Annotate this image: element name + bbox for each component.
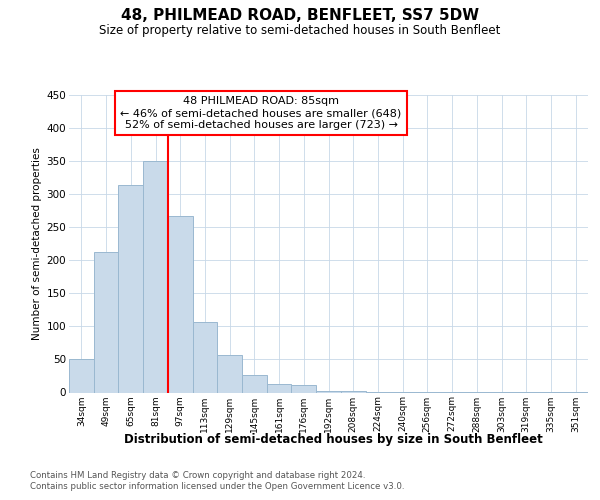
Bar <box>94 252 118 392</box>
Bar <box>143 161 168 392</box>
Bar <box>316 391 341 392</box>
Y-axis label: Number of semi-detached properties: Number of semi-detached properties <box>32 148 43 340</box>
Bar <box>217 355 242 393</box>
Text: Contains HM Land Registry data © Crown copyright and database right 2024.: Contains HM Land Registry data © Crown c… <box>30 471 365 480</box>
Text: Size of property relative to semi-detached houses in South Benfleet: Size of property relative to semi-detach… <box>100 24 500 37</box>
Bar <box>292 385 316 392</box>
Bar <box>267 384 292 392</box>
Bar <box>242 376 267 392</box>
Bar <box>118 185 143 392</box>
Text: 48 PHILMEAD ROAD: 85sqm
← 46% of semi-detached houses are smaller (648)
52% of s: 48 PHILMEAD ROAD: 85sqm ← 46% of semi-de… <box>121 96 401 130</box>
Text: Distribution of semi-detached houses by size in South Benfleet: Distribution of semi-detached houses by … <box>124 432 542 446</box>
Bar <box>341 391 365 392</box>
Text: Contains public sector information licensed under the Open Government Licence v3: Contains public sector information licen… <box>30 482 404 491</box>
Text: 48, PHILMEAD ROAD, BENFLEET, SS7 5DW: 48, PHILMEAD ROAD, BENFLEET, SS7 5DW <box>121 8 479 22</box>
Bar <box>69 359 94 392</box>
Bar <box>168 216 193 392</box>
Bar <box>193 322 217 392</box>
